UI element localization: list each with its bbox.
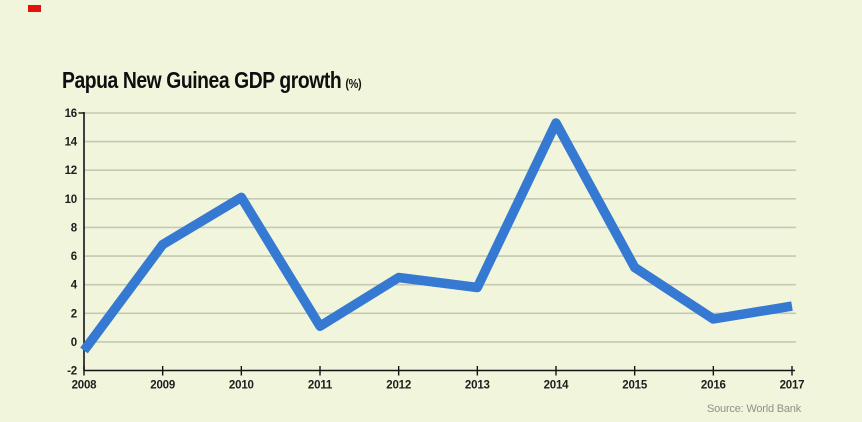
y-tick-label: 4 [71,280,78,292]
chart-title-unit: (%) [345,76,362,91]
y-tick-label: 16 [65,108,77,120]
y-tick-label: -2 [67,366,77,378]
y-tick-label: 8 [71,222,78,234]
x-tick-label: 2015 [622,380,648,392]
x-tick-label: 2017 [780,380,805,392]
x-tick-label: 2010 [229,380,254,392]
x-tick-label: 2012 [386,380,411,392]
x-tick-label: 2009 [150,380,175,392]
y-tick-label: 14 [65,137,78,149]
source-note: Source: World Bank [706,403,801,415]
y-tick-label: 0 [71,337,77,349]
x-tick-label: 2013 [465,380,490,392]
chart-title-text: Papua New Guinea GDP growth [62,67,342,93]
y-tick-label: 10 [65,194,77,206]
y-tick-label: 12 [65,165,77,177]
x-tick-label: 2011 [308,380,333,392]
y-tick-label: 6 [71,251,77,263]
x-tick-label: 2008 [72,380,98,392]
chart-title: Papua New Guinea GDP growth (%) [62,67,362,94]
red-accent-tab [28,5,41,12]
x-tick-label: 2016 [701,380,726,392]
gdp-growth-line [80,118,793,354]
y-tick-label: 2 [71,308,77,320]
x-tick-label: 2014 [544,380,570,392]
